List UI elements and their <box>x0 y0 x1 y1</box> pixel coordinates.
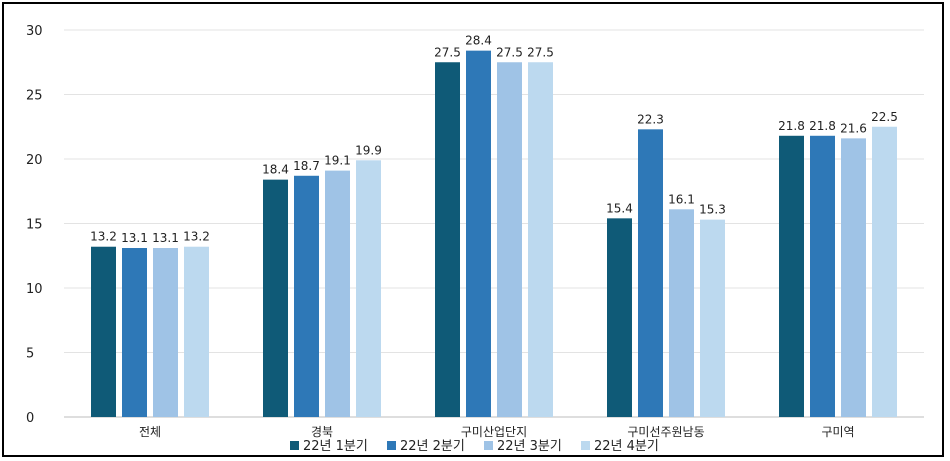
x-axis-categories: 전체 경북 구미산업단지 구미선주원남동 구미역 <box>139 425 855 439</box>
bar <box>638 129 663 417</box>
bars <box>91 50 897 418</box>
y-tick-label: 0 <box>26 411 34 426</box>
bar <box>779 135 804 417</box>
legend-swatch <box>484 441 493 450</box>
y-tick-label: 20 <box>26 153 43 168</box>
legend-swatch <box>290 441 299 450</box>
data-label: 13.2 <box>183 230 210 244</box>
x-category-label: 구미산업단지 <box>461 425 527 439</box>
data-label: 27.5 <box>496 45 523 59</box>
data-label: 21.8 <box>778 119 805 133</box>
bar <box>466 50 491 417</box>
bar <box>263 179 288 417</box>
bar <box>91 246 116 417</box>
data-label: 18.4 <box>262 163 289 177</box>
data-label: 13.1 <box>121 231 148 245</box>
legend-label: 22년 3분기 <box>497 439 562 454</box>
bar <box>435 62 460 417</box>
legend: 22년 1분기 22년 2분기 22년 3분기 22년 4분기 <box>290 439 659 454</box>
bar <box>325 170 350 417</box>
bar <box>700 219 725 417</box>
data-label: 18.7 <box>293 159 320 173</box>
y-axis-ticks: 0 5 10 15 20 25 30 <box>26 24 43 426</box>
bar-chart: 0 5 10 15 20 25 30 13.2 13.1 13.1 13.2 18.4 18.7 19.… <box>26 24 924 454</box>
y-tick-label: 30 <box>26 24 43 39</box>
y-tick-label: 15 <box>26 218 43 233</box>
bar <box>607 218 632 417</box>
bar <box>528 62 553 417</box>
data-label: 21.8 <box>809 119 836 133</box>
data-label: 15.4 <box>606 201 633 215</box>
bar <box>122 248 147 417</box>
bar <box>810 135 835 417</box>
data-label: 21.6 <box>840 121 867 135</box>
y-tick-label: 5 <box>26 347 34 362</box>
x-category-label: 전체 <box>139 425 161 439</box>
bar <box>669 209 694 417</box>
x-category-label: 구미역 <box>821 425 854 439</box>
legend-swatch <box>387 441 396 450</box>
chart-frame: 0 5 10 15 20 25 30 13.2 13.1 13.1 13.2 18.4 18.7 19.… <box>2 2 944 457</box>
x-category-label: 경북 <box>311 425 333 439</box>
data-label: 15.3 <box>699 203 726 217</box>
data-label: 27.5 <box>527 45 554 59</box>
data-label: 16.1 <box>668 192 695 206</box>
data-label: 13.2 <box>90 230 117 244</box>
data-label: 27.5 <box>434 45 461 59</box>
data-label: 19.9 <box>355 143 382 157</box>
bar <box>294 175 319 417</box>
bar <box>356 160 381 418</box>
bar <box>153 248 178 417</box>
legend-swatch <box>581 441 590 450</box>
y-tick-label: 10 <box>26 282 43 297</box>
data-label: 22.5 <box>871 110 898 124</box>
bar <box>841 138 866 418</box>
bar <box>872 126 897 417</box>
data-label: 13.1 <box>152 231 179 245</box>
data-label: 19.1 <box>324 154 351 168</box>
legend-label: 22년 1분기 <box>303 439 368 454</box>
x-category-label: 구미선주원남동 <box>627 425 704 439</box>
data-label: 28.4 <box>465 34 492 48</box>
y-tick-label: 25 <box>26 89 43 104</box>
bar <box>184 246 209 417</box>
data-labels: 13.2 13.1 13.1 13.2 18.4 18.7 19.1 19.9 27.5 28.4… <box>90 34 898 245</box>
bar <box>497 62 522 417</box>
data-label: 22.3 <box>637 112 664 126</box>
legend-label: 22년 4분기 <box>594 439 659 454</box>
legend-label: 22년 2분기 <box>400 439 465 454</box>
